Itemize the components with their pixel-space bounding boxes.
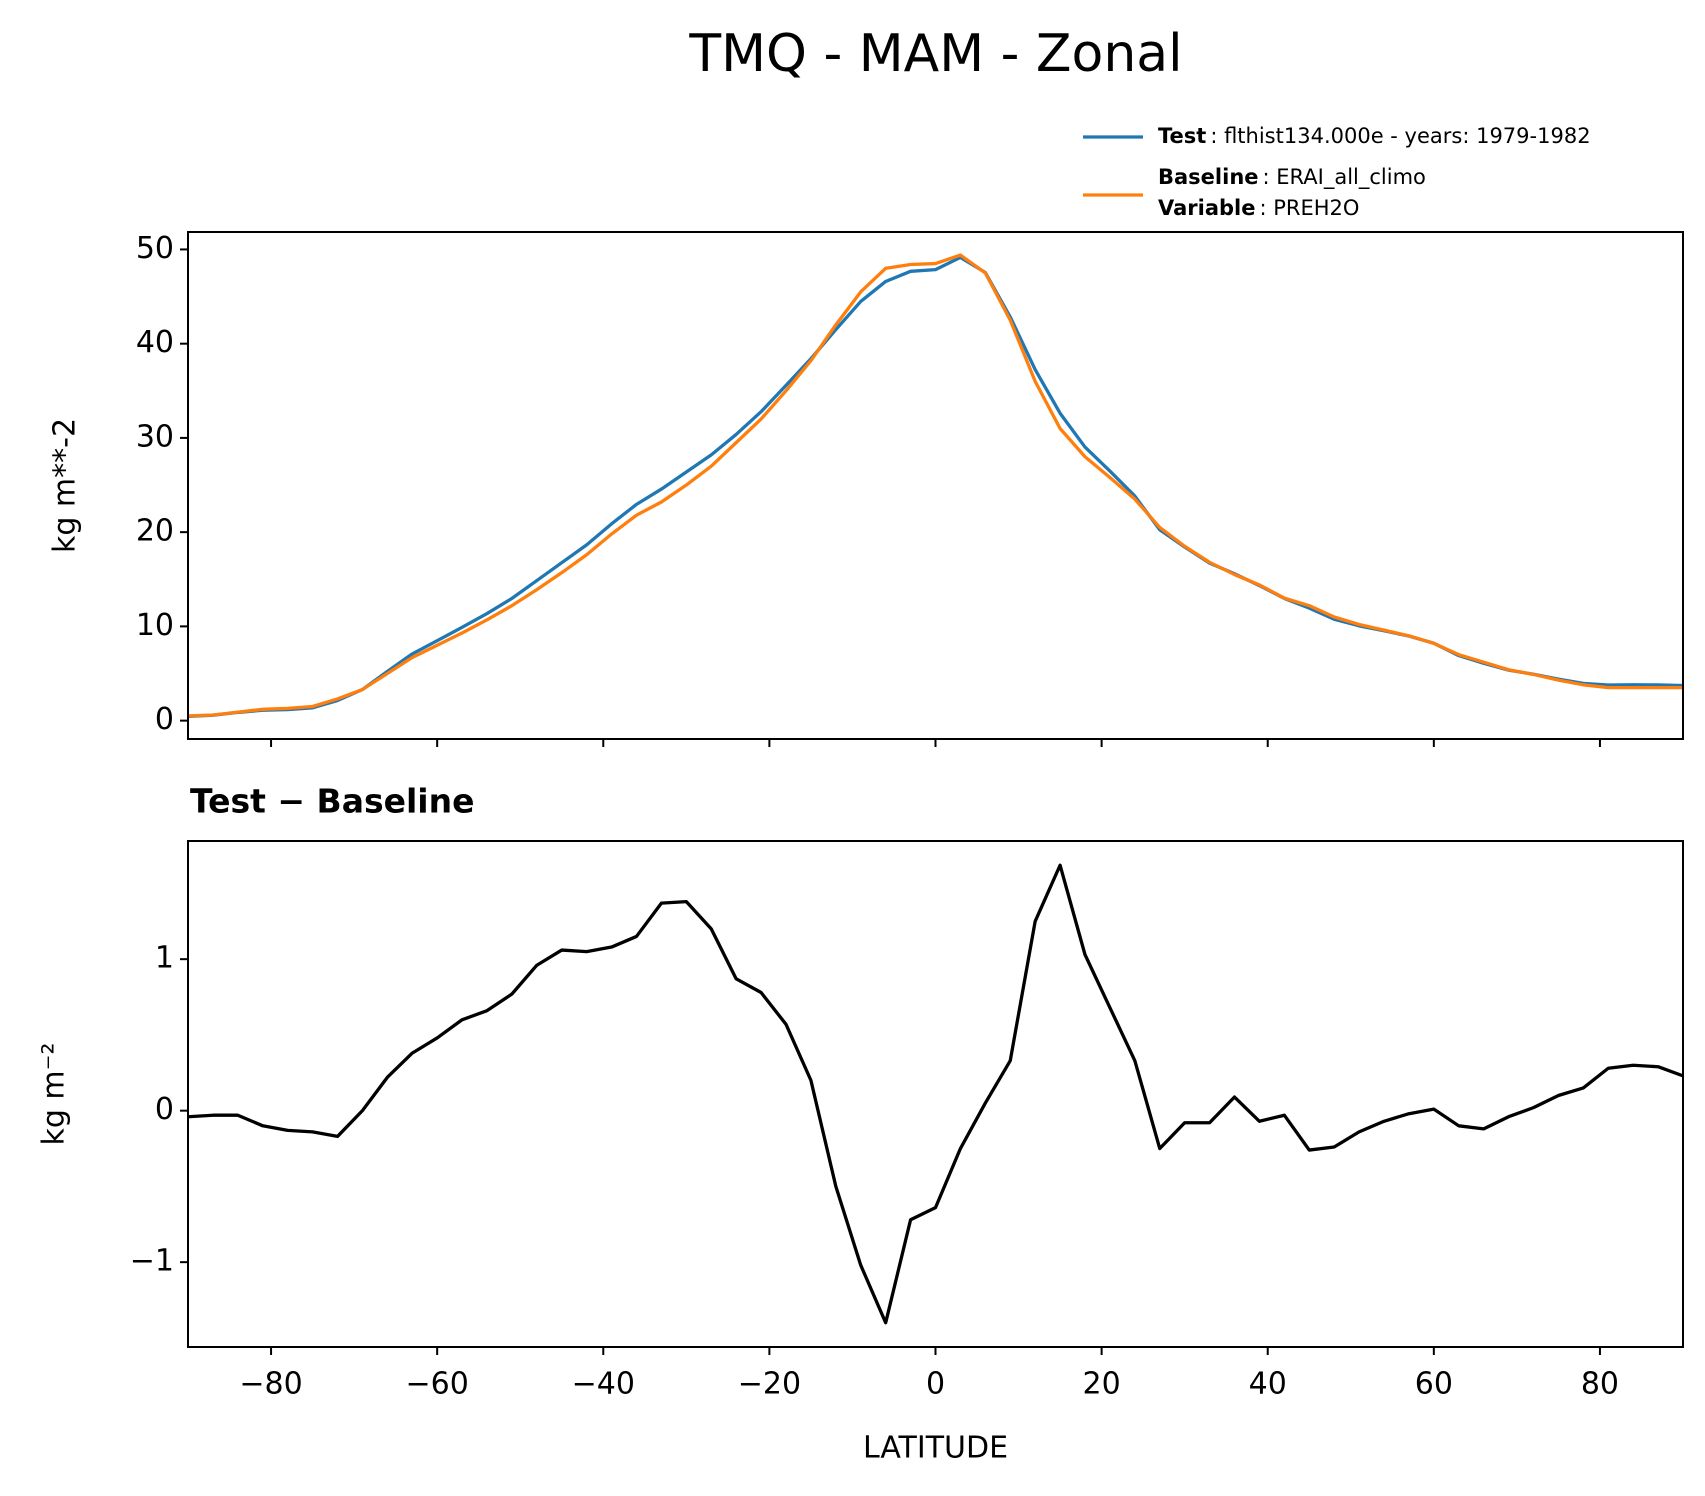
y-tick-label: 20	[136, 514, 174, 549]
legend-detail: : flthist134.000e - years: 1979-1982	[1210, 124, 1590, 148]
data-line	[188, 863, 1683, 1325]
y-tick-label: 40	[136, 325, 174, 360]
panel-title: Test − Baseline	[190, 782, 475, 821]
y-axis-label: kg m**-2	[48, 418, 83, 553]
legend-detail: : PREH2O	[1259, 196, 1359, 220]
y-tick-label: 1	[155, 941, 174, 976]
legend-name: Baseline	[1158, 165, 1259, 189]
x-tick-label: −40	[572, 1367, 635, 1402]
x-tick-label: 60	[1415, 1367, 1453, 1402]
figure-title: TMQ - MAM - Zonal	[688, 24, 1182, 84]
y-tick-label: 50	[136, 231, 174, 266]
legend-label: Baseline: ERAI_all_climo	[1158, 165, 1426, 190]
x-tick-label: −60	[406, 1367, 469, 1402]
x-tick-label: 20	[1083, 1367, 1121, 1402]
legend-label: Variable: PREH2O	[1158, 196, 1359, 220]
data-line	[188, 253, 1683, 718]
x-tick-label: 80	[1581, 1367, 1619, 1402]
y-tick-label: 0	[155, 1092, 174, 1127]
y-tick-label: 0	[155, 702, 174, 737]
x-tick-label: −20	[738, 1367, 801, 1402]
legend-label: Test: flthist134.000e - years: 1979-1982	[1158, 124, 1591, 148]
x-tick-label: 0	[926, 1367, 945, 1402]
y-axis-label: kg m⁻²	[37, 1042, 72, 1145]
legend-name: Test	[1158, 124, 1206, 148]
x-axis-label: LATITUDE	[863, 1431, 1008, 1466]
x-tick-label: 40	[1249, 1367, 1287, 1402]
legend-name: Variable	[1158, 196, 1255, 220]
y-tick-label: 10	[136, 608, 174, 643]
y-tick-label: 30	[136, 419, 174, 454]
y-tick-label: −1	[130, 1244, 174, 1279]
x-tick-label: −80	[239, 1367, 302, 1402]
legend-detail: : ERAI_all_climo	[1263, 165, 1426, 190]
